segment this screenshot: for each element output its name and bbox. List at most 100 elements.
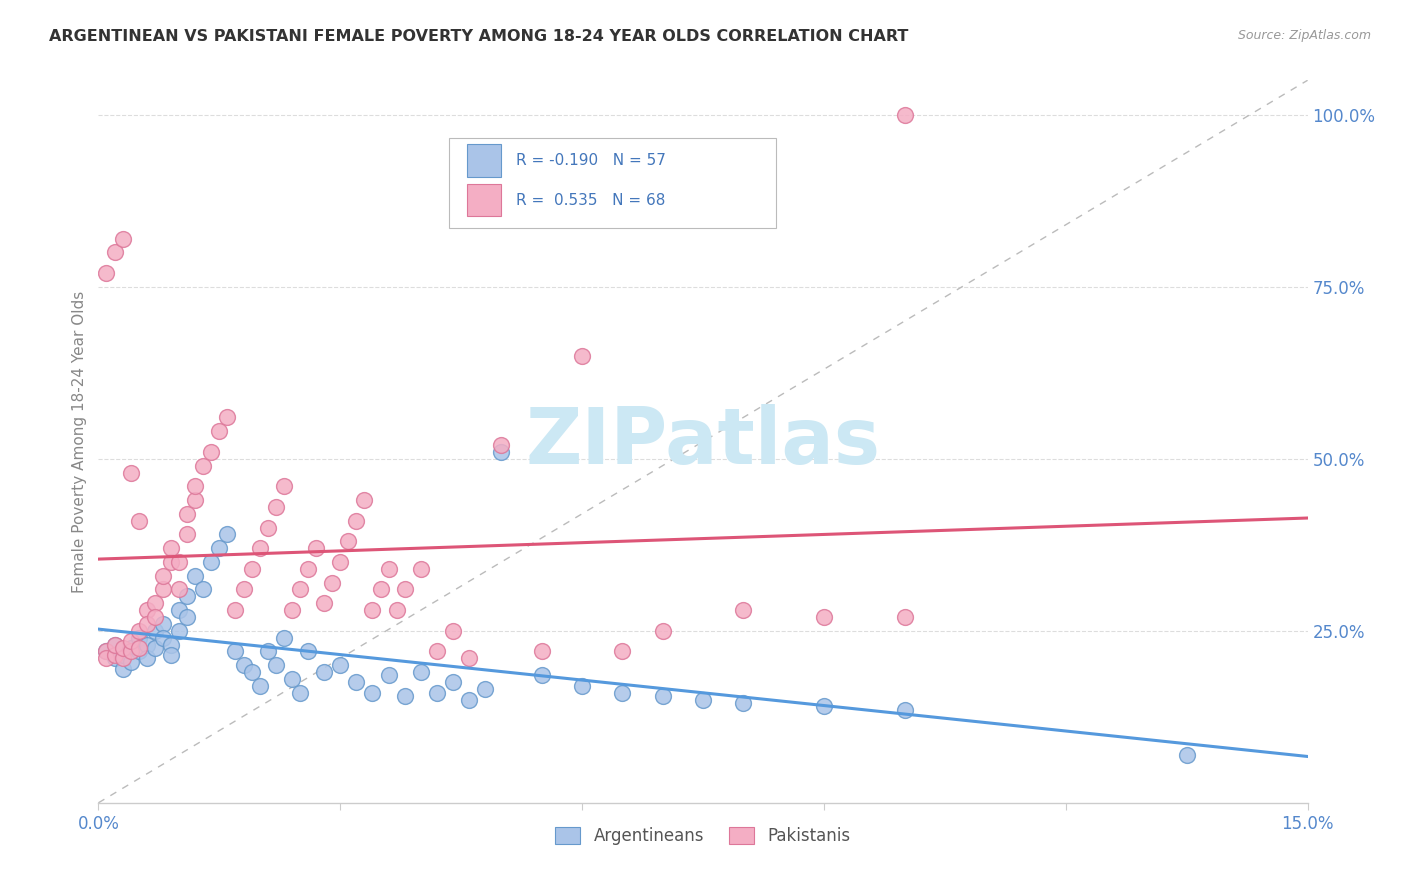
Point [264,500,287,514]
Point [152,631,174,645]
FancyBboxPatch shape [449,138,776,228]
Point [152,582,174,597]
Point [256,520,278,534]
Point [120,634,142,648]
Point [193,458,215,473]
Point [571,679,593,693]
Point [96,644,118,658]
Point [111,231,134,245]
Point [385,603,408,617]
Point [530,644,553,658]
Point [314,596,336,610]
Point [361,686,384,700]
Point [337,534,360,549]
Point [135,616,157,631]
Point [160,541,183,556]
Point [167,582,190,597]
Point [103,638,125,652]
Point [329,658,352,673]
Point [321,575,343,590]
Point [120,644,142,658]
Point [329,555,352,569]
Point [103,245,125,260]
Point [176,527,198,541]
Point [409,665,432,679]
Point [893,703,915,717]
Point [111,640,134,655]
Bar [467,184,501,217]
Point [297,644,319,658]
Point [160,648,183,662]
Point [184,568,207,582]
Point [273,479,295,493]
Point [1175,747,1198,762]
Point [264,658,287,673]
Point [96,644,118,658]
Legend: Argentineans, Pakistanis: Argentineans, Pakistanis [555,827,851,845]
Point [394,689,416,703]
Point [733,603,755,617]
Point [491,445,513,459]
Text: ZIPatlas: ZIPatlas [526,403,880,480]
Point [813,610,835,624]
Point [120,466,142,480]
Point [394,582,416,597]
Point [143,596,166,610]
Point [208,424,231,438]
Point [200,555,222,569]
Point [103,648,125,662]
Text: R =  0.535   N = 68: R = 0.535 N = 68 [516,193,665,208]
Point [305,541,328,556]
Point [409,562,432,576]
Point [297,562,319,576]
Point [160,638,183,652]
Point [96,651,118,665]
Point [893,108,915,122]
Point [612,644,634,658]
Point [176,507,198,521]
Point [249,541,271,556]
Point [281,603,304,617]
Point [612,686,634,700]
Point [458,692,481,706]
Point [120,640,142,655]
Text: ARGENTINEAN VS PAKISTANI FEMALE POVERTY AMONG 18-24 YEAR OLDS CORRELATION CHART: ARGENTINEAN VS PAKISTANI FEMALE POVERTY … [49,29,908,44]
Point [733,696,755,710]
Point [288,686,311,700]
Point [143,640,166,655]
Point [111,651,134,665]
Point [184,479,207,493]
Point [176,590,198,604]
Point [441,675,464,690]
Point [232,658,254,673]
Point [377,562,399,576]
Point [128,624,150,638]
Point [111,648,134,662]
Point [240,562,263,576]
Point [135,603,157,617]
Point [426,686,449,700]
Point [370,582,392,597]
Point [160,555,183,569]
Point [651,624,673,638]
Point [193,582,215,597]
Point [176,610,198,624]
Point [217,527,239,541]
Point [128,644,150,658]
Point [426,644,449,658]
Point [813,699,835,714]
Point [474,682,496,697]
Y-axis label: Female Poverty Among 18-24 Year Olds: Female Poverty Among 18-24 Year Olds [72,291,87,592]
Point [249,679,271,693]
Bar [467,145,501,177]
Point [184,493,207,508]
Point [256,644,278,658]
Point [240,665,263,679]
Point [208,541,231,556]
Point [491,438,513,452]
Point [314,665,336,679]
Point [152,568,174,582]
Point [288,582,311,597]
Point [167,555,190,569]
Point [111,662,134,676]
